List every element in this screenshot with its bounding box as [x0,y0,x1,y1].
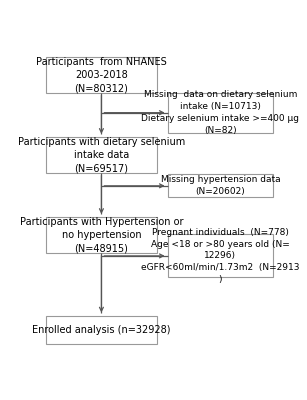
FancyBboxPatch shape [168,93,273,133]
Text: Missing  data on dietary selenium
intake (N=10713)
Dietary selenium intake >=400: Missing data on dietary selenium intake … [142,90,299,135]
Text: Participants  from NHANES
2003-2018
(N=80312): Participants from NHANES 2003-2018 (N=80… [36,57,167,93]
FancyBboxPatch shape [45,316,157,344]
Text: Missing hypertension data
(N=20602): Missing hypertension data (N=20602) [161,176,280,196]
FancyBboxPatch shape [45,218,157,253]
FancyBboxPatch shape [168,234,273,278]
Text: Pregnant individuals  (N=778)
Age <18 or >80 years old (N=
12296)
eGFR<60ml/min/: Pregnant individuals (N=778) Age <18 or … [141,228,300,284]
FancyBboxPatch shape [168,174,273,197]
FancyBboxPatch shape [45,137,157,173]
Text: Participants with Hypertension or
no hypertension
(N=48915): Participants with Hypertension or no hyp… [20,217,183,253]
FancyBboxPatch shape [45,57,157,93]
Text: Enrolled analysis (n=32928): Enrolled analysis (n=32928) [32,325,171,335]
Text: Participants with dietary selenium
intake data
(N=69517): Participants with dietary selenium intak… [18,137,185,173]
